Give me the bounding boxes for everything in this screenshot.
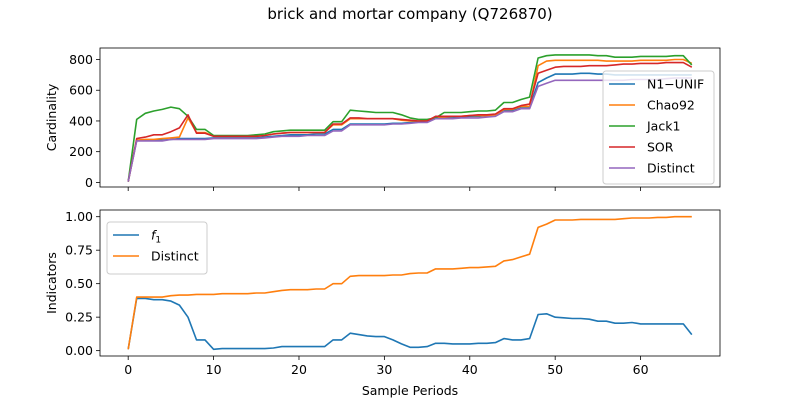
cardinality-y-tick-label: 600: [69, 83, 93, 98]
indicators-series-line: [127, 297, 693, 351]
x-tick-label: 10: [206, 362, 222, 377]
indicators-series-line: [127, 215, 692, 350]
indicators-axes-frame: [99, 209, 721, 357]
cardinality-legend-label: N1−UNIF: [647, 77, 704, 92]
x-tick-label: 30: [376, 362, 392, 377]
indicators-y-tick-label: 0.50: [65, 276, 93, 291]
indicators-legend-label: f1: [151, 228, 161, 246]
x-tick-label: 60: [633, 362, 649, 377]
indicators-y-tick-label: 1.00: [65, 209, 93, 224]
cardinality-y-tick-label: 800: [69, 52, 93, 67]
x-axis-label: Sample Periods: [362, 383, 458, 398]
indicators-y-tick-label: 0.25: [65, 310, 93, 325]
cardinality-series-line: [127, 77, 692, 182]
cardinality-panel: 0 200 400 600 800 Cardinality N1−UNIF Chao92 Jac…: [44, 47, 721, 191]
cardinality-legend-label: SOR: [647, 140, 674, 155]
cardinality-legend-box: [602, 70, 715, 185]
cardinality-series-line: [127, 61, 693, 182]
chart-title: brick and mortar company (Q726870): [267, 5, 552, 23]
cardinality-legend-label: Distinct: [647, 161, 695, 176]
x-tick-label: 40: [462, 362, 478, 377]
indicators-y-tick-label: 0.00: [65, 343, 93, 358]
cardinality-y-tick-label: 0: [85, 175, 93, 190]
x-tick-label: 0: [124, 362, 132, 377]
x-tick-label: 50: [547, 362, 563, 377]
indicators-legend-label: Distinct: [151, 249, 199, 264]
cardinality-y-axis-label: Cardinality: [44, 83, 59, 151]
x-tick-label: 20: [291, 362, 307, 377]
cardinality-y-tick-label: 200: [69, 144, 93, 159]
indicators-y-axis-label: Indicators: [44, 252, 59, 314]
cardinality-y-tick-label: 400: [69, 113, 93, 128]
indicators-legend: f1 Distinct: [106, 221, 208, 275]
cardinality-legend: N1−UNIF Chao92 Jack1 SOR Distinct: [602, 70, 715, 185]
indicators-panel: 0.00 0.25 0.50 0.75 1.00 0 10 20 30 40 50 60 Indicat…: [44, 209, 721, 377]
cardinality-legend-label: Jack1: [646, 119, 680, 134]
cardinality-axes-frame: [99, 47, 721, 188]
indicators-y-tick-label: 0.75: [65, 243, 93, 258]
cardinality-legend-label: Chao92: [647, 98, 695, 113]
